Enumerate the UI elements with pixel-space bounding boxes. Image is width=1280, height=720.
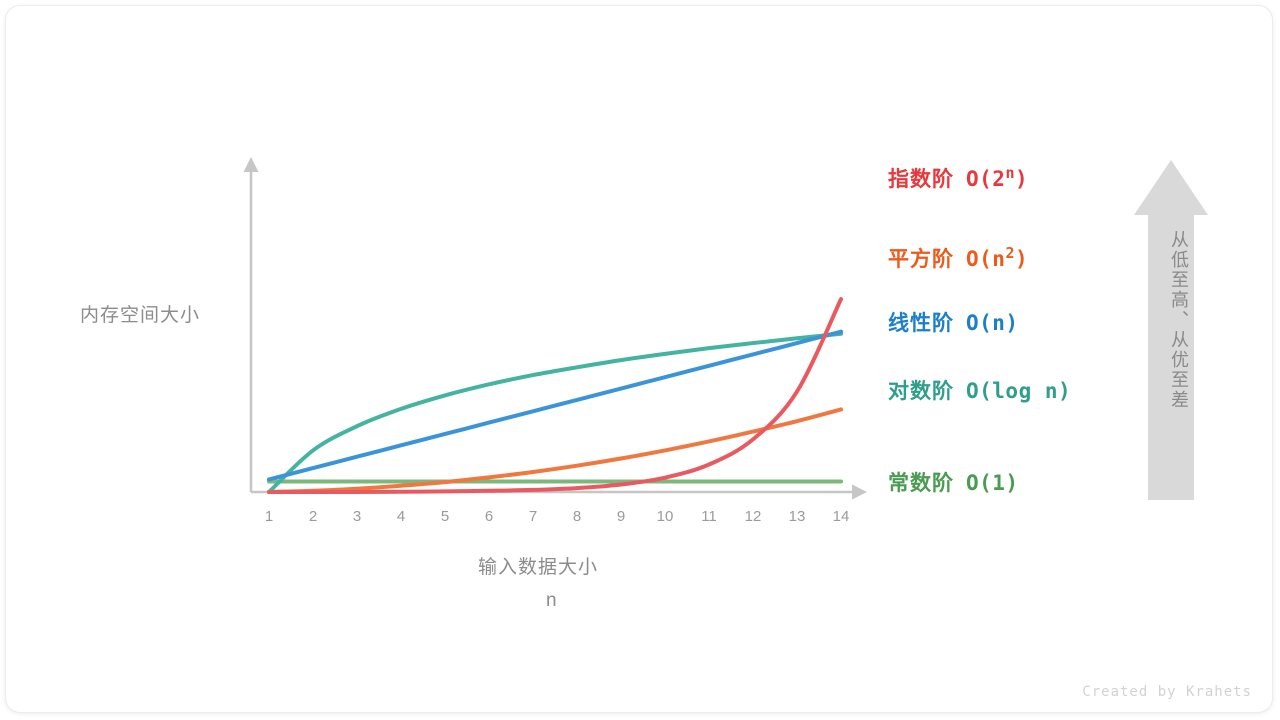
x-tick-12: 12 [744, 508, 762, 525]
series-group [267, 297, 843, 495]
x-tick-11: 11 [701, 508, 717, 525]
x-tick-5: 5 [440, 508, 450, 525]
legend-label-linear: 线性阶 [888, 312, 954, 335]
legend-notation-exponential: O(2n) [966, 164, 1029, 192]
x-tick-3: 3 [352, 508, 362, 525]
legend-label-quadratic: 平方阶 [888, 248, 954, 271]
legend-label-exponential: 指数阶 [888, 168, 954, 191]
legend-notation-linear: O(n) [966, 311, 1019, 335]
axis-group [243, 157, 867, 500]
series-line-linear [267, 329, 843, 482]
x-tick-13: 13 [788, 508, 806, 525]
legend-item-quadratic[interactable]: 平方阶 O(n2) [888, 243, 1028, 273]
series-line-logarithmic [267, 331, 843, 494]
x-tick-8: 8 [572, 508, 582, 525]
legend-item-constant[interactable]: 常数阶 O(1) [888, 467, 1019, 497]
legend-notation-quadratic: O(n2) [966, 244, 1029, 272]
legend-item-logarithmic[interactable]: 对数阶 O(log n) [888, 375, 1071, 405]
x-tick-1: 1 [264, 508, 274, 525]
ranking-arrow-icon [1134, 160, 1208, 500]
x-tick-4: 4 [396, 508, 406, 525]
ranking-arrow-label: 从低至高、从优至差 [1169, 230, 1189, 410]
x-axis-title-variable: n [546, 590, 557, 611]
complexity-plot [243, 157, 1208, 500]
x-axis-title: 输入数据大小 [478, 557, 599, 578]
x-tick-14: 14 [832, 508, 850, 525]
legend-notation-constant: O(1) [966, 471, 1019, 495]
y-axis-title: 内存空间大小 [80, 305, 201, 326]
legend-item-exponential[interactable]: 指数阶 O(2n) [888, 163, 1028, 193]
legend-notation-logarithmic: O(log n) [966, 379, 1072, 403]
x-tick-2: 2 [308, 508, 318, 525]
series-line-exponential [267, 297, 843, 495]
legend-label-constant: 常数阶 [888, 472, 954, 495]
series-line-quadratic [267, 407, 843, 494]
legend-item-linear[interactable]: 线性阶 O(n) [888, 307, 1019, 337]
credit-text: Created by Krahets [1082, 684, 1252, 700]
x-tick-6: 6 [484, 508, 494, 525]
figure-frame: 内存空间大小 输入数据大小 n 1 2 3 4 5 6 7 8 9 10 11 12 13 14 指数阶 O… [6, 6, 1272, 712]
legend-label-logarithmic: 对数阶 [888, 380, 954, 403]
x-tick-7: 7 [528, 508, 538, 525]
x-tick-9: 9 [616, 508, 626, 525]
figure-stage: 内存空间大小 输入数据大小 n 1 2 3 4 5 6 7 8 9 10 11 12 13 14 指数阶 O… [6, 6, 1272, 712]
x-tick-10: 10 [656, 508, 674, 525]
